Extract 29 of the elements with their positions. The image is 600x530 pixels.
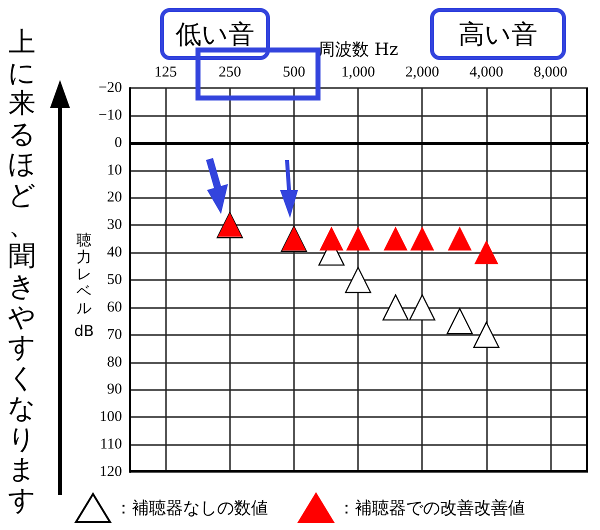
y-tick-label: −10 bbox=[98, 107, 122, 124]
y-axis-title: 聴力レベル dB bbox=[74, 231, 94, 340]
y-tick-label: 20 bbox=[107, 190, 122, 206]
y-tick-label: 0 bbox=[114, 134, 122, 151]
x-tick-label: 125 bbox=[154, 64, 177, 80]
y-tick-label: 80 bbox=[107, 354, 122, 370]
y-tick-label: −20 bbox=[98, 80, 122, 96]
y-tick-label: 50 bbox=[107, 272, 122, 288]
y-tick-label: 30 bbox=[107, 217, 122, 234]
y-tick-label: 90 bbox=[107, 382, 122, 398]
y-tick-label: 120 bbox=[100, 464, 122, 480]
text: 上に来るほど、聞きやすくなります bbox=[8, 27, 36, 516]
x-tick-label: 8,000 bbox=[534, 64, 568, 80]
legend-label: ：補聴器での改善改善値 bbox=[338, 498, 525, 518]
text: 高い音 bbox=[430, 8, 566, 60]
legend-label: ：補聴器なしの数値 bbox=[115, 498, 268, 518]
y-tick-label: 70 bbox=[107, 326, 122, 343]
x-tick-label: 250 bbox=[218, 64, 242, 80]
x-tick-label: 4,000 bbox=[469, 64, 504, 80]
y-tick-label: 10 bbox=[107, 162, 122, 178]
x-tick-label: 2,000 bbox=[405, 64, 440, 80]
y-tick-label: 60 bbox=[107, 299, 122, 316]
x-tick-label: 1,000 bbox=[341, 64, 375, 80]
y-tick-label: 100 bbox=[100, 409, 122, 426]
x-axis-title: 周波数 Hz bbox=[318, 39, 398, 61]
y-tick-label: 40 bbox=[107, 244, 122, 261]
text: 低い音 bbox=[160, 8, 270, 60]
y-tick-label: 110 bbox=[100, 436, 122, 453]
x-tick-label: 500 bbox=[282, 64, 306, 80]
